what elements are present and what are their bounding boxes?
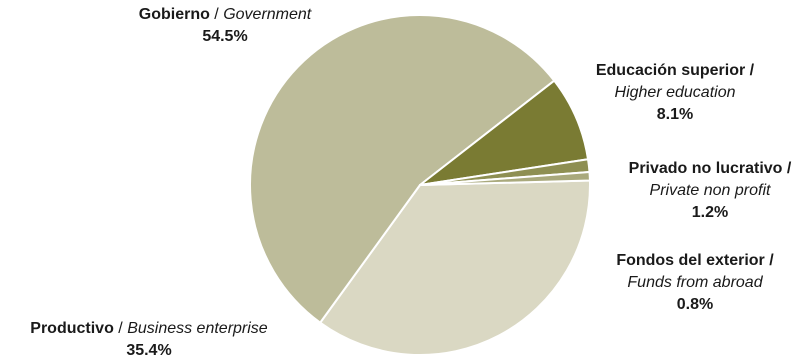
- label-educacion-pct: 8.1%: [656, 106, 694, 123]
- label-privado-es: Privado no lucrativo /: [628, 160, 792, 177]
- label-educacion: Educación superior / Higher education 8.…: [578, 60, 772, 126]
- label-educacion-en: Higher education: [614, 84, 736, 101]
- label-fondos-pct: 0.8%: [676, 296, 714, 313]
- label-gobierno-sep: /: [209, 6, 224, 23]
- label-fondos-en: Funds from abroad: [627, 274, 763, 291]
- label-gobierno: Gobierno / Government 54.5%: [120, 4, 330, 48]
- slice-gobierno: [249, 14, 556, 324]
- label-productivo-en: Business enterprise: [127, 320, 268, 337]
- label-privado-en: Private non profit: [649, 182, 771, 199]
- label-productivo-es: Productivo: [30, 320, 114, 337]
- label-gobierno-pct: 54.5%: [202, 28, 248, 45]
- slice-fondos: [419, 171, 591, 186]
- label-privado: Privado no lucrativo / Private non profi…: [612, 158, 808, 224]
- label-fondos-es: Fondos del exterior /: [616, 252, 774, 269]
- label-fondos: Fondos del exterior / Funds from abroad …: [598, 250, 792, 316]
- label-educacion-es: Educación superior /: [595, 62, 755, 79]
- label-productivo-pct: 35.4%: [126, 342, 172, 359]
- label-privado-pct: 1.2%: [691, 204, 729, 221]
- label-productivo-sep: /: [113, 320, 128, 337]
- label-gobierno-en: Government: [223, 6, 312, 23]
- label-productivo: Productivo / Business enterprise 35.4%: [4, 318, 294, 362]
- label-gobierno-es: Gobierno: [138, 6, 210, 23]
- slice-productivo: [319, 179, 591, 356]
